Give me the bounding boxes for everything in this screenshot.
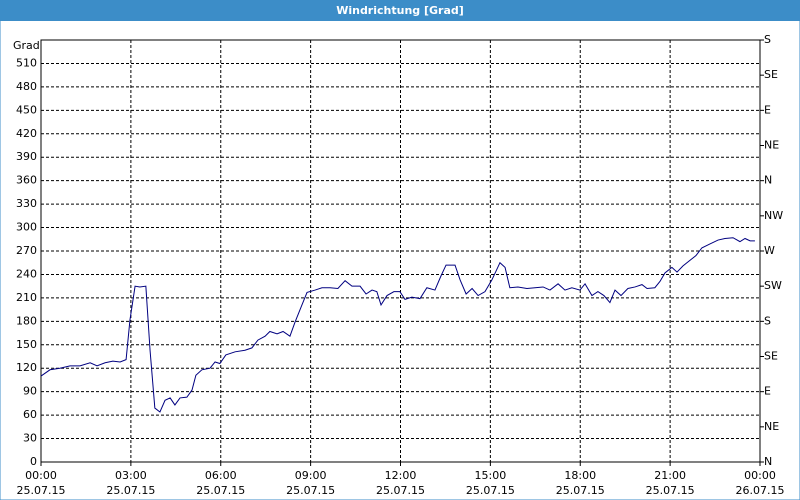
- y2-tick-label: NW: [764, 209, 783, 222]
- x-tick-date: 25.07.15: [556, 484, 605, 497]
- y-tick-label: 270: [16, 244, 37, 257]
- y-tick-label: 390: [16, 150, 37, 163]
- x-tick-date: 26.07.15: [736, 484, 785, 497]
- x-tick-label: 21:00: [654, 469, 686, 482]
- x-tick-date: 25.07.15: [196, 484, 245, 497]
- x-tick-label: 15:00: [475, 469, 507, 482]
- y2-tick-label: N: [764, 174, 772, 187]
- x-tick-label: 03:00: [115, 469, 147, 482]
- y-tick-label: 330: [16, 197, 37, 210]
- y2-tick-label: N: [764, 455, 772, 468]
- y2-tick-label: E: [764, 103, 771, 116]
- plot-frame: [40, 39, 761, 463]
- y-tick-label: 120: [16, 361, 37, 374]
- y-tick-label: 420: [16, 127, 37, 140]
- y2-tick-label: NE: [764, 139, 779, 152]
- y-tick-label: 240: [16, 267, 37, 280]
- y2-tick-label: S: [764, 314, 771, 327]
- y-tick-label: 150: [16, 338, 37, 351]
- y2-tick-label: NE: [764, 420, 779, 433]
- y-tick-label: 210: [16, 291, 37, 304]
- y2-tick-label: S: [764, 33, 771, 46]
- y-tick-label: 60: [23, 408, 37, 421]
- y-tick-label: 450: [16, 103, 37, 116]
- x-tick-date: 25.07.15: [286, 484, 335, 497]
- y-tick-label: 300: [16, 221, 37, 234]
- x-tick-date: 25.07.15: [17, 484, 66, 497]
- y-tick-label: 480: [16, 80, 37, 93]
- y-tick-label: 360: [16, 174, 37, 187]
- x-tick-label: 00:00: [744, 469, 776, 482]
- x-tick-date: 25.07.15: [466, 484, 515, 497]
- x-tick-label: 06:00: [205, 469, 237, 482]
- y2-tick-label: SE: [764, 350, 778, 363]
- y-tick-label: 90: [23, 385, 37, 398]
- y2-tick-label: W: [764, 244, 775, 257]
- y-tick-label: 0: [30, 455, 37, 468]
- y2-tick-label: SE: [764, 68, 778, 81]
- y2-tick-label: SW: [764, 279, 782, 292]
- x-tick-date: 25.07.15: [646, 484, 695, 497]
- x-tick-label: 18:00: [564, 469, 596, 482]
- y-tick-label: 30: [23, 432, 37, 445]
- y-axis-label: Grad: [13, 39, 40, 52]
- wind-direction-line: [40, 237, 755, 413]
- y-tick-label: 180: [16, 314, 37, 327]
- y-tick-label: 510: [16, 56, 37, 69]
- x-tick-label: 12:00: [385, 469, 417, 482]
- y2-tick-label: E: [764, 385, 771, 398]
- window-title: Windrichtung [Grad]: [336, 4, 464, 17]
- x-tick-date: 25.07.15: [376, 484, 425, 497]
- x-tick-label: 09:00: [295, 469, 327, 482]
- x-tick-date: 25.07.15: [106, 484, 155, 497]
- title-bar: [0, 0, 800, 21]
- x-tick-label: 00:00: [25, 469, 57, 482]
